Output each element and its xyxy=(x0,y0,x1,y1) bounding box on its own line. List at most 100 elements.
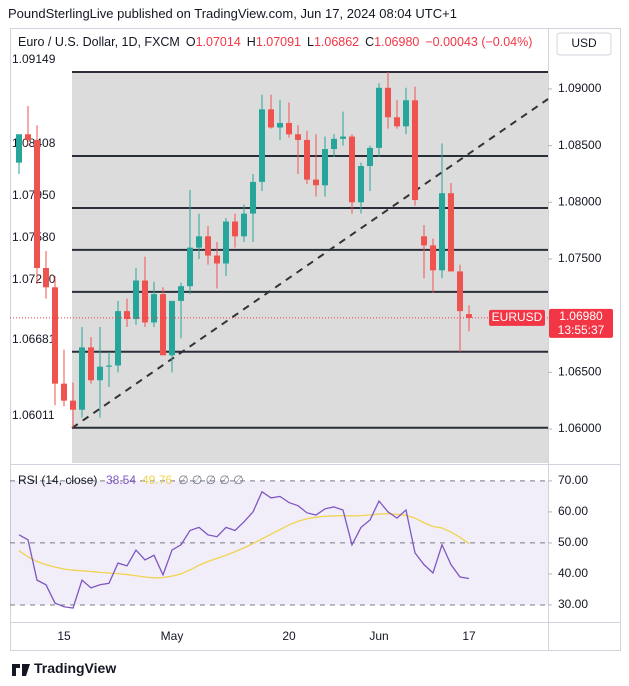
candle-body xyxy=(439,193,445,271)
level-label: 1.07950 xyxy=(12,188,56,202)
l-value: 1.06862 xyxy=(313,35,360,49)
candle-body xyxy=(268,109,274,128)
y-tick-label: 70.00 xyxy=(558,473,588,487)
candle-body xyxy=(259,109,265,182)
candle-body xyxy=(466,314,472,318)
l-label: L xyxy=(307,35,314,49)
level-label: 1.07580 xyxy=(12,230,56,244)
candle-body xyxy=(412,100,418,201)
candle-body xyxy=(169,300,175,356)
candle-body xyxy=(187,247,193,287)
publisher-header: PoundSterlingLive published on TradingVi… xyxy=(8,6,457,21)
candle-body xyxy=(97,366,103,381)
candle-body xyxy=(232,221,238,237)
candle-body xyxy=(331,138,337,150)
y-tick-label: 30.00 xyxy=(558,597,588,611)
candle-body xyxy=(223,221,229,264)
candle-body xyxy=(142,280,148,323)
trend-line xyxy=(71,98,549,429)
c-label: C xyxy=(365,35,375,49)
y-tick-label: 60.00 xyxy=(558,504,588,518)
candle-body xyxy=(286,122,292,135)
y-tick-label: 1.09000 xyxy=(558,81,602,95)
candle-body xyxy=(214,255,220,264)
candle-body xyxy=(70,400,76,410)
series-line xyxy=(18,513,470,579)
y-tick-label: 1.08500 xyxy=(558,138,602,152)
change: −0.00043 (−0.04%) xyxy=(425,35,533,49)
candle-body xyxy=(205,236,211,256)
brand: TradingView xyxy=(34,660,117,676)
candle-body xyxy=(250,181,256,214)
candle-body xyxy=(106,365,112,367)
level-label: 1.06011 xyxy=(12,408,55,422)
y-tick-label: 1.06500 xyxy=(558,364,602,378)
symbol-label: EURUSD xyxy=(492,310,543,324)
candle-body xyxy=(340,136,346,139)
candle-body xyxy=(313,179,319,186)
symbol-box xyxy=(489,309,545,326)
h-label: H xyxy=(246,35,256,49)
candle-body xyxy=(43,268,49,288)
x-tick-label: 20 xyxy=(282,629,296,643)
y-tick-label: 1.07500 xyxy=(558,251,602,265)
logo xyxy=(12,664,30,676)
y-tick-label: 1.08000 xyxy=(558,194,602,208)
candle-body xyxy=(403,100,409,127)
candle-body xyxy=(196,236,202,248)
candle-body xyxy=(448,193,454,272)
indicator-extra: ∅ ∅ ∅ ∅ ∅ xyxy=(178,473,244,487)
candle-body xyxy=(16,134,22,163)
y-tick-label: 50.00 xyxy=(558,535,588,549)
indicator-value: 38.54 xyxy=(106,473,136,487)
candle-body xyxy=(277,122,283,128)
countdown-label: 13:55:37 xyxy=(558,323,605,337)
candle-body xyxy=(394,117,400,127)
y-tick-label: 1.06000 xyxy=(558,421,602,435)
candle-body xyxy=(115,311,121,366)
candle-body xyxy=(295,134,301,140)
candle-body xyxy=(349,136,355,203)
candle-body xyxy=(61,383,67,401)
o-label: O xyxy=(185,35,196,49)
candle-body xyxy=(376,87,382,148)
last-price-box xyxy=(549,308,613,338)
level-label: 1.09149 xyxy=(12,52,56,66)
candle-body xyxy=(457,271,463,312)
level-label: 1.06681 xyxy=(12,332,56,346)
candle-body xyxy=(160,294,166,356)
currency-box[interactable] xyxy=(556,32,612,56)
candle-body xyxy=(322,149,328,186)
x-tick-label: 17 xyxy=(462,629,476,643)
indicator-value: 49.76 xyxy=(142,473,172,487)
candle-body xyxy=(52,287,58,384)
candle-body xyxy=(430,245,436,271)
candle-body xyxy=(133,280,139,320)
level-label: 1.07210 xyxy=(12,272,56,286)
h-value: 1.07091 xyxy=(255,35,301,49)
y-tick-label: 40.00 xyxy=(558,566,588,580)
candle-body xyxy=(34,139,40,269)
series-line xyxy=(18,490,470,609)
level-label: 1.08408 xyxy=(12,136,56,150)
o-value: 1.07014 xyxy=(195,35,241,49)
x-tick-label: Jun xyxy=(369,629,388,643)
candle-body xyxy=(421,236,427,246)
currency: USD xyxy=(571,36,597,50)
shaded-zone xyxy=(72,72,548,463)
legend: Euro / U.S. Dollar, 1D, FXCM O1.07014 H1.0… xyxy=(18,35,538,49)
symbol-title: Euro / U.S. Dollar, 1D, FXCM xyxy=(18,35,180,49)
indicator-title: RSI (14, close) xyxy=(18,473,97,487)
candle-body xyxy=(151,294,157,323)
c-value: 1.06980 xyxy=(374,35,420,49)
candle-body xyxy=(385,87,391,118)
candle-body xyxy=(79,347,85,410)
candle-body xyxy=(358,166,364,203)
candle-body xyxy=(88,347,94,381)
candle-body xyxy=(367,147,373,167)
candle-body xyxy=(178,286,184,301)
candle-body xyxy=(241,213,247,237)
x-tick-label: May xyxy=(161,629,184,643)
